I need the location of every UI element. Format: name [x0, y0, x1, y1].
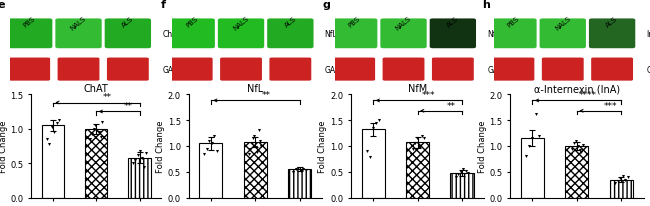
- Text: e: e: [0, 0, 5, 10]
- Bar: [406, 143, 429, 198]
- Text: **: **: [447, 101, 456, 110]
- Text: GAPDH: GAPDH: [488, 65, 515, 74]
- FancyBboxPatch shape: [105, 19, 151, 49]
- Text: ALS: ALS: [446, 16, 460, 28]
- FancyBboxPatch shape: [267, 19, 313, 49]
- Text: ***: ***: [603, 101, 617, 110]
- Text: PBS: PBS: [185, 16, 199, 29]
- Text: NALS: NALS: [70, 16, 88, 32]
- Text: ALS: ALS: [283, 16, 297, 28]
- FancyBboxPatch shape: [6, 19, 53, 49]
- Text: **: **: [124, 102, 133, 111]
- Text: NALS: NALS: [232, 16, 250, 32]
- Text: f: f: [161, 0, 165, 10]
- FancyBboxPatch shape: [107, 58, 149, 81]
- Bar: [128, 158, 151, 198]
- Bar: [521, 138, 544, 198]
- Title: NfL: NfL: [247, 84, 263, 94]
- Text: GAPDH: GAPDH: [162, 65, 190, 74]
- Title: NfM: NfM: [408, 84, 427, 94]
- Bar: [610, 180, 633, 198]
- FancyBboxPatch shape: [218, 19, 264, 49]
- FancyBboxPatch shape: [8, 58, 50, 81]
- FancyBboxPatch shape: [380, 19, 426, 49]
- Bar: [566, 146, 588, 198]
- Text: ALS: ALS: [121, 16, 135, 28]
- FancyBboxPatch shape: [540, 19, 586, 49]
- Text: **: **: [262, 91, 271, 100]
- Text: GAPDH: GAPDH: [325, 65, 352, 74]
- FancyBboxPatch shape: [592, 58, 633, 81]
- FancyBboxPatch shape: [220, 58, 262, 81]
- Text: h: h: [482, 0, 490, 10]
- FancyBboxPatch shape: [333, 58, 375, 81]
- Y-axis label: Fold Change: Fold Change: [478, 120, 487, 172]
- FancyBboxPatch shape: [432, 58, 474, 81]
- Text: NfM: NfM: [488, 30, 502, 39]
- FancyBboxPatch shape: [55, 19, 101, 49]
- Title: α-Internexin (InA): α-Internexin (InA): [534, 84, 620, 94]
- Y-axis label: Fold Change: Fold Change: [318, 120, 328, 172]
- Bar: [288, 169, 311, 198]
- Text: NALS: NALS: [554, 16, 572, 32]
- FancyBboxPatch shape: [430, 19, 476, 49]
- FancyBboxPatch shape: [589, 19, 635, 49]
- Text: NfL: NfL: [325, 30, 337, 39]
- Text: **: **: [103, 93, 112, 102]
- Text: ***: ***: [422, 91, 436, 100]
- Text: PBS: PBS: [22, 16, 36, 29]
- Text: NALS: NALS: [395, 16, 413, 32]
- Bar: [244, 142, 266, 198]
- Bar: [199, 144, 222, 198]
- Text: PBS: PBS: [347, 16, 361, 29]
- Text: ****: ****: [579, 91, 597, 100]
- Y-axis label: Fold Change: Fold Change: [0, 120, 8, 172]
- Title: ChAT: ChAT: [84, 84, 109, 94]
- Bar: [42, 126, 64, 198]
- FancyBboxPatch shape: [168, 19, 215, 49]
- Text: PBS: PBS: [506, 16, 521, 29]
- Text: ChAT: ChAT: [162, 30, 181, 39]
- Text: GAPDH: GAPDH: [647, 65, 650, 74]
- FancyBboxPatch shape: [542, 58, 584, 81]
- Y-axis label: Fold Change: Fold Change: [156, 120, 165, 172]
- FancyBboxPatch shape: [493, 58, 534, 81]
- Text: InA: InA: [647, 30, 650, 39]
- FancyBboxPatch shape: [270, 58, 311, 81]
- Bar: [450, 173, 474, 198]
- Bar: [85, 129, 107, 198]
- FancyBboxPatch shape: [490, 19, 537, 49]
- Text: g: g: [323, 0, 331, 10]
- FancyBboxPatch shape: [171, 58, 213, 81]
- FancyBboxPatch shape: [331, 19, 378, 49]
- Text: ALS: ALS: [605, 16, 619, 28]
- Bar: [361, 130, 385, 198]
- FancyBboxPatch shape: [58, 58, 99, 81]
- FancyBboxPatch shape: [383, 58, 424, 81]
